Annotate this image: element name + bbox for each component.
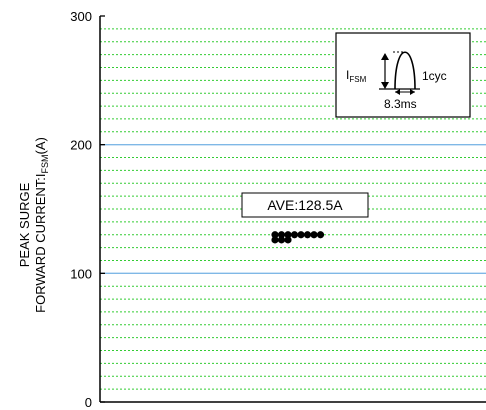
- data-point: [271, 236, 279, 244]
- inset-duration-arrow-left: [395, 89, 400, 95]
- data-point: [303, 231, 312, 239]
- y-axis-title-line2: FORWARD CURRENT:IFSM(A): [33, 137, 50, 313]
- data-point: [284, 236, 292, 244]
- y-tick-label: 300: [70, 9, 92, 24]
- waveform-inset: IFSM 1cyc 8.3ms: [335, 32, 471, 118]
- y-axis-title: PEAK SURGE FORWARD CURRENT:IFSM(A): [17, 137, 50, 313]
- major-gridlines: [100, 144, 486, 274]
- data-point: [271, 231, 279, 239]
- data-point: [284, 231, 292, 239]
- y-tick-label: 100: [70, 266, 92, 281]
- inset-box: [335, 32, 471, 118]
- data-point: [277, 231, 286, 239]
- y-axis-title-line1: PEAK SURGE: [17, 182, 32, 267]
- data-point: [310, 231, 318, 239]
- average-annotation-text: AVE:128.5A: [267, 197, 343, 213]
- inset-sine-pulse: [394, 51, 416, 90]
- data-points: [271, 231, 325, 244]
- data-point: [277, 236, 286, 244]
- inset-arrow-down: [381, 82, 389, 89]
- data-point: [297, 231, 305, 239]
- y-tick-label: 0: [85, 395, 92, 410]
- inset-ifsm-label: IFSM: [346, 68, 367, 84]
- y-axis-ticks: 0 100 200 300: [70, 9, 105, 410]
- inset-duration-arrow-right: [410, 89, 415, 95]
- average-annotation: AVE:128.5A: [241, 192, 369, 218]
- data-point: [316, 231, 325, 239]
- inset-arrow-up: [381, 53, 389, 60]
- inset-duration-label: 8.3ms: [384, 97, 417, 111]
- inset-cycles-label: 1cyc: [422, 69, 447, 83]
- y-tick-label: 200: [70, 138, 92, 153]
- data-point: [290, 231, 299, 239]
- average-annotation-box: [241, 192, 369, 218]
